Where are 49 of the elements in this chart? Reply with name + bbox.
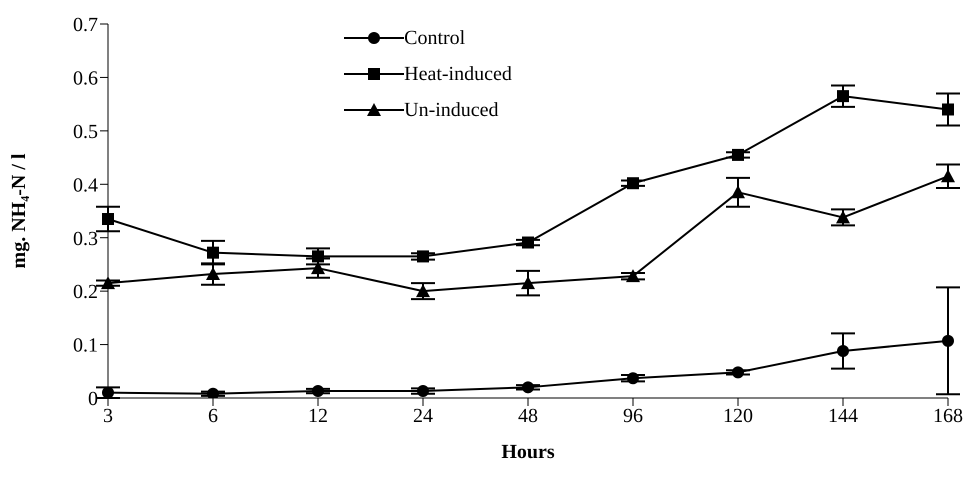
point	[312, 385, 324, 398]
legend-label: Heat-induced	[404, 62, 512, 86]
legend-label: Control	[404, 26, 466, 50]
point	[626, 269, 640, 282]
point	[416, 284, 430, 298]
x-tick-label: 6	[208, 405, 218, 428]
y-tick-label: 0.6	[73, 68, 98, 90]
x-tick-label: 144	[828, 405, 858, 428]
y-tick-label: 0.2	[73, 281, 98, 304]
x-tick-label: 48	[518, 405, 538, 428]
y-tick-label: 0.1	[73, 334, 98, 357]
legend-label: Un-induced	[404, 98, 499, 122]
point	[942, 334, 954, 347]
x-axis-title: Hours	[501, 441, 555, 463]
y-tick-label: 0.7	[73, 14, 98, 36]
point	[417, 385, 429, 398]
point	[417, 250, 429, 262]
point	[732, 148, 744, 161]
point	[207, 388, 219, 398]
y-axis-title: mg. NH₄-N / l	[8, 153, 30, 268]
point	[941, 169, 955, 182]
point	[207, 246, 219, 259]
y-tick-label: 0.4	[73, 174, 98, 196]
point	[627, 372, 639, 384]
point	[836, 210, 850, 224]
point	[942, 103, 954, 116]
point	[206, 267, 220, 280]
x-tick-label: 96	[623, 405, 643, 428]
point	[521, 276, 535, 290]
x-tick-label: 120	[723, 405, 753, 428]
point	[731, 185, 745, 198]
y-tick-label: 0	[88, 388, 98, 410]
point	[101, 276, 115, 290]
point	[102, 213, 114, 226]
point	[732, 366, 744, 378]
point	[837, 90, 849, 102]
y-tick-label: 0.5	[73, 120, 98, 143]
point	[627, 177, 639, 190]
point	[837, 344, 849, 357]
x-tick-label: 168	[933, 405, 963, 428]
x-tick-label: 24	[413, 405, 433, 428]
point	[522, 236, 534, 249]
point	[102, 386, 114, 398]
y-tick-label: 0.3	[73, 228, 98, 250]
point	[312, 250, 324, 262]
point	[311, 261, 325, 274]
x-tick-label: 12	[308, 405, 328, 428]
point	[522, 381, 534, 394]
x-tick-label: 3	[103, 405, 113, 428]
